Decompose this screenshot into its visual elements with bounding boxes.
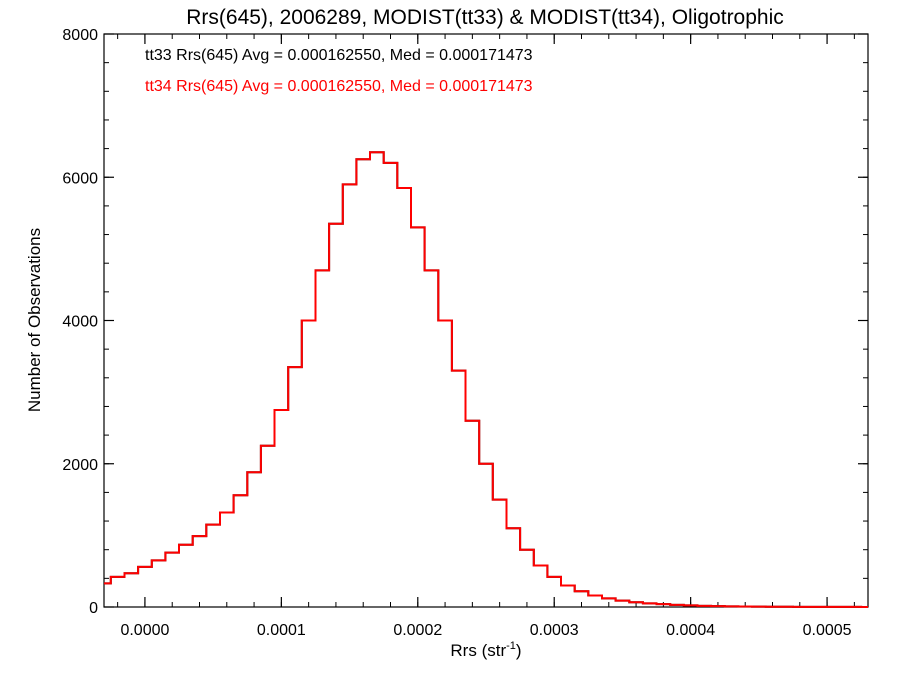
x-tick-label: 0.0001 (257, 622, 306, 639)
plot-frame (103, 33, 869, 608)
series-tt34-line (104, 151, 868, 608)
legend-entry-tt34: tt34 Rrs(645) Avg = 0.000162550, Med = 0… (145, 78, 533, 95)
x-tick-label: 0.0002 (393, 622, 442, 639)
x-tick-label: 0.0004 (666, 622, 715, 639)
x-axis: 0.0000 0.0001 0.0002 0.0003 0.0004 0.0005 (117, 34, 855, 639)
y-tick-label: 8000 (62, 27, 98, 44)
x-tick-label: 0.0003 (530, 622, 579, 639)
x-axis-label-exponent: -1 (506, 640, 516, 652)
x-axis-label: Rrs (str-1) (450, 640, 521, 660)
y-tick-label: 2000 (62, 457, 98, 474)
y-tick-label: 6000 (62, 170, 98, 187)
series-tt33-line (104, 151, 868, 608)
x-tick-label: 0.0000 (120, 622, 169, 639)
y-tick-label: 0 (89, 600, 98, 617)
y-tick-label: 4000 (62, 314, 98, 331)
x-tick-label: 0.0005 (803, 622, 852, 639)
legend-entry-tt33: tt33 Rrs(645) Avg = 0.000162550, Med = 0… (145, 47, 533, 64)
y-axis-label: Number of Observations (25, 228, 44, 412)
chart-title: Rrs(645), 2006289, MODIST(tt33) & MODIST… (186, 6, 784, 29)
x-axis-label-close: ) (516, 641, 522, 660)
x-axis-label-base: Rrs (str (450, 641, 506, 660)
y-axis: 0 2000 4000 6000 8000 (62, 27, 868, 617)
